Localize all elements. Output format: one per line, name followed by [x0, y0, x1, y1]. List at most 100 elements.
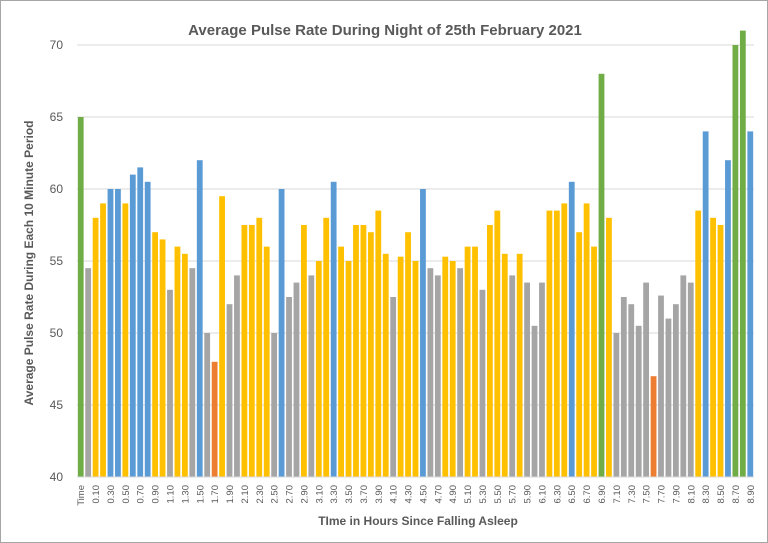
bar-3.10	[315, 261, 322, 477]
x-tick-label: 5.70	[508, 485, 519, 504]
x-tick-label: 0.10	[91, 485, 102, 504]
x-tick-label: 7.50	[642, 485, 653, 504]
bar-3.70	[360, 225, 367, 477]
bar-7.80	[665, 318, 672, 477]
bar-1.00	[159, 239, 166, 477]
x-tick-label: 4.90	[448, 485, 459, 504]
bar-2.80	[293, 282, 300, 477]
bar-6.10	[539, 282, 545, 477]
x-tick-label: 0.30	[106, 485, 117, 504]
bar-5.00	[457, 268, 464, 477]
bar-8.30	[702, 131, 709, 477]
x-tick-label: 2.70	[285, 485, 296, 504]
bar-5.70	[509, 275, 516, 477]
x-tick-label: 7.10	[612, 485, 623, 504]
y-tick-label: 55	[50, 254, 64, 268]
bar-7.10	[613, 333, 620, 477]
y-tick-label: 60	[50, 182, 64, 196]
y-axis-title: Average Pulse Rate During Each 10 Minute…	[22, 121, 36, 406]
bar-2.00	[234, 275, 240, 477]
x-tick-label: 1.70	[210, 485, 221, 504]
bar-6.00	[531, 325, 538, 477]
bar-0.80	[144, 181, 151, 478]
x-axis-title: TIme in Hours Since Falling Asleep	[318, 514, 518, 528]
x-tick-label: 6.50	[567, 485, 578, 504]
bar-5.10	[464, 246, 471, 477]
bar-0.50	[122, 203, 129, 477]
bar-7.90	[672, 304, 679, 477]
x-tick-label: 4.50	[418, 485, 429, 504]
x-tick-label: 5.90	[523, 485, 534, 504]
bar-8.10	[687, 282, 694, 477]
x-tick-label: 3.90	[374, 485, 385, 504]
x-tick-label: 7.30	[627, 485, 638, 504]
x-tick-label: 8.10	[686, 485, 697, 504]
bar-6.30	[553, 210, 560, 477]
bar-4.60	[427, 268, 434, 477]
x-tick-label: 4.10	[389, 485, 400, 504]
bar-7.20	[620, 297, 627, 477]
x-tick-label: 1.30	[180, 485, 191, 504]
y-tick-label: 70	[50, 38, 64, 52]
x-tick-label: 0.90	[151, 485, 162, 504]
y-tick-label: 50	[50, 326, 64, 340]
bar-3.80	[367, 232, 374, 477]
bar-2.60	[278, 189, 285, 477]
bar-8.60	[725, 160, 731, 477]
y-tick-label: 45	[50, 398, 64, 412]
bar-4.50	[420, 189, 426, 477]
x-tick-label: Time	[76, 485, 87, 506]
bar-0.90	[152, 232, 159, 477]
bar-5.20	[472, 246, 478, 477]
bar-0.40	[115, 189, 121, 477]
x-tick-label: 0.50	[121, 485, 132, 504]
bar-1.30	[181, 253, 188, 477]
bar-5.50	[494, 210, 501, 477]
x-tick-label: 3.70	[359, 485, 370, 504]
bar-6.70	[583, 203, 590, 477]
bar-7.40	[635, 325, 642, 477]
bar-2.90	[301, 225, 307, 477]
x-tick-label: 6.30	[552, 485, 563, 504]
bar-4.40	[412, 261, 419, 477]
bar-1.70	[211, 361, 218, 477]
y-tick-label: 40	[50, 470, 64, 484]
bar-4.90	[449, 261, 456, 477]
x-tick-label: 6.10	[537, 485, 548, 504]
bar-5.30	[479, 289, 486, 477]
bar-1.80	[219, 196, 225, 477]
bar-3.60	[353, 225, 359, 477]
bar-1.60	[204, 333, 211, 477]
bar-0.70	[137, 167, 144, 477]
bar-3.50	[345, 261, 352, 477]
x-tick-label: 3.10	[314, 485, 325, 504]
bar-6.50	[568, 181, 575, 478]
bar-5.80	[516, 253, 523, 477]
x-tick-label: 5.50	[493, 485, 504, 504]
x-tick-label: 8.70	[731, 485, 742, 504]
bar-7.70	[658, 295, 664, 477]
bar-2.40	[263, 246, 270, 477]
x-tick-label: 8.30	[701, 485, 712, 504]
x-tick-label: 7.90	[671, 485, 682, 504]
bar-6.90	[598, 73, 605, 478]
bar-6.80	[591, 246, 597, 477]
x-tick-label: 6.70	[582, 485, 593, 504]
x-tick-label: 2.90	[299, 485, 310, 504]
bar-2.20	[248, 225, 255, 477]
bar-3.30	[330, 181, 337, 478]
bar-7.30	[628, 304, 635, 477]
x-tick-label: 6.90	[597, 485, 608, 504]
x-tick-label: 4.30	[404, 485, 415, 504]
bar-2.50	[271, 333, 278, 477]
bar-5.60	[501, 253, 508, 477]
bar-8.80	[739, 30, 746, 477]
bar-2.70	[286, 297, 292, 477]
bar-2.10	[241, 225, 248, 477]
x-tick-label: 5.10	[463, 485, 474, 504]
x-tick-label: 3.50	[344, 485, 355, 504]
bar-3.40	[338, 246, 344, 477]
bar-4.20	[397, 256, 404, 477]
